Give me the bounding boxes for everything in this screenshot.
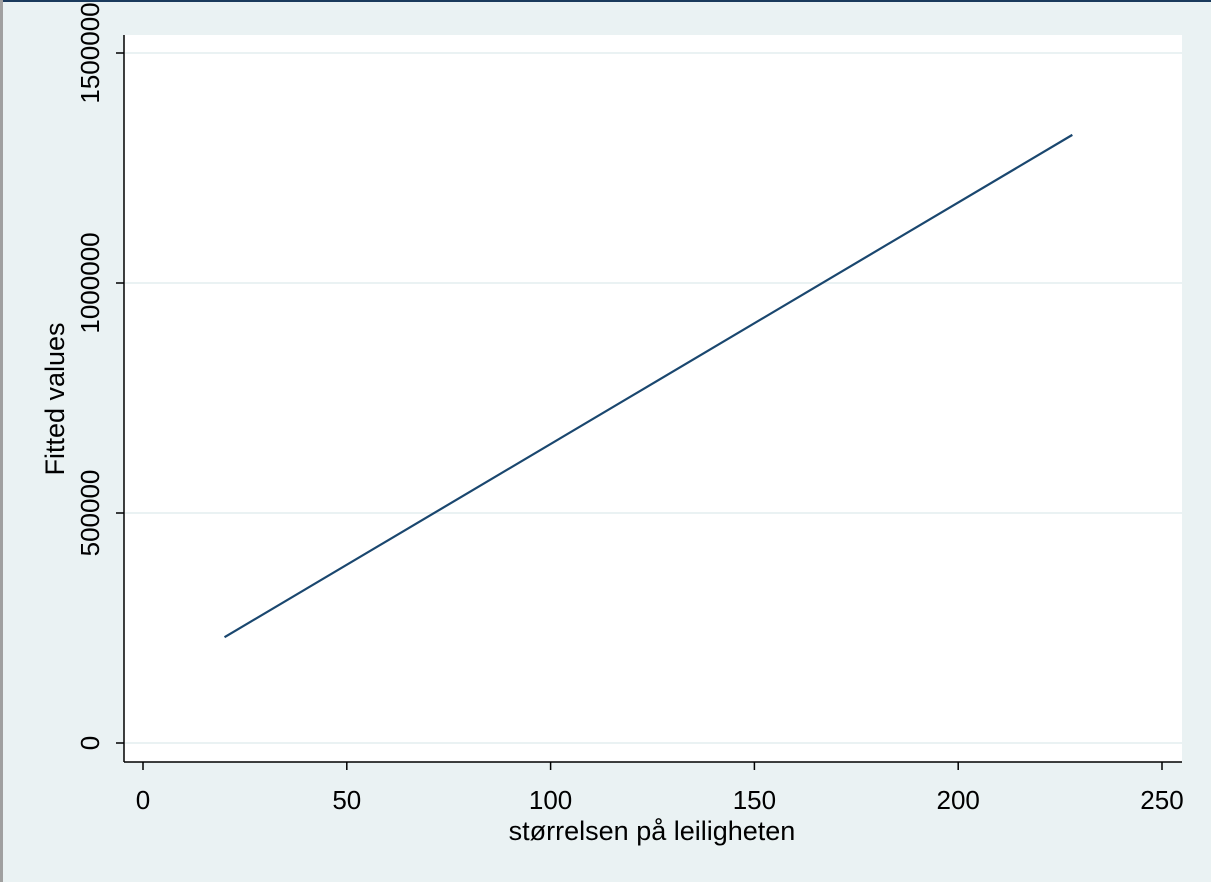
y-tick-label-1: 500000 (75, 470, 105, 557)
y-tick-label-2: 1000000 (75, 232, 105, 333)
series-layer (223, 133, 1073, 639)
x-tick-label-3: 150 (733, 785, 776, 815)
y-axis-title: Fitted values (40, 322, 70, 475)
y-tick-label-3: 1500000 (75, 2, 105, 103)
x-axis-title: størrelsen på leiligheten (509, 816, 796, 846)
x-tick-label-0: 0 (136, 785, 150, 815)
x-tick-label-4: 200 (937, 785, 980, 815)
series-line-0 (223, 133, 1073, 639)
window-left-border (0, 0, 3, 882)
y-tick-label-0: 0 (75, 736, 105, 750)
x-tick-label-5: 250 (1140, 785, 1183, 815)
x-tick-label-1: 50 (332, 785, 361, 815)
x-tick-label-2: 100 (529, 785, 572, 815)
plot-area (124, 35, 1182, 762)
axes (123, 35, 1182, 763)
ticks: 0 500000 1000000 1500000 0 50 100 150 200 250 (75, 2, 1184, 815)
window-top-border (0, 0, 1211, 2)
gridlines (125, 52, 1182, 744)
